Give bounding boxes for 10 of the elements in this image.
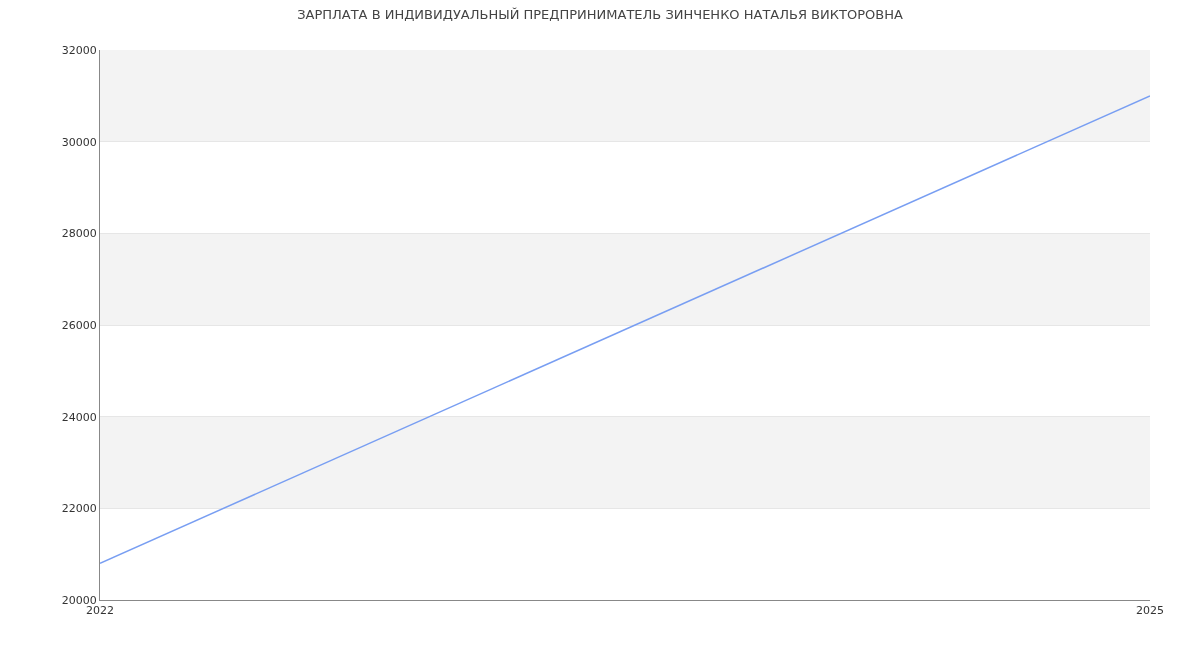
y-tick-label: 24000 xyxy=(61,410,97,424)
y-tick-label: 20000 xyxy=(61,593,97,607)
y-tick-label: 26000 xyxy=(61,318,97,332)
x-tick-label: 2025 xyxy=(1136,604,1164,618)
y-tick-label: 22000 xyxy=(61,502,97,516)
y-tick-label: 30000 xyxy=(61,135,97,149)
y-tick-label: 28000 xyxy=(61,227,97,241)
x-tick-label: 2022 xyxy=(86,604,114,618)
y-tick-label: 32000 xyxy=(61,43,97,57)
chart-title: ЗАРПЛАТА В ИНДИВИДУАЛЬНЫЙ ПРЕДПРИНИМАТЕЛЬ ЗИНЧЕНКО НАТАЛЬЯ ВИКТОРОВНА xyxy=(297,6,903,22)
